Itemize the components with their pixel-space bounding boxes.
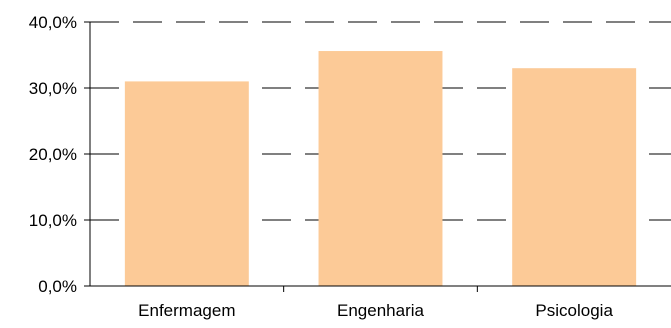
- bar-psicologia: [512, 68, 637, 286]
- y-tick-label: 40,0%: [29, 13, 77, 32]
- axes: [84, 21, 671, 292]
- x-category-label: Engenharia: [337, 301, 425, 320]
- y-tick-label: 10,0%: [29, 211, 77, 230]
- y-tick-label: 0,0%: [38, 277, 77, 296]
- y-tick-label: 30,0%: [29, 79, 77, 98]
- x-category-label: Psicologia: [535, 301, 613, 320]
- y-tick-label: 20,0%: [29, 145, 77, 164]
- x-category-label: Enfermagem: [138, 301, 235, 320]
- bars: [124, 51, 637, 287]
- x-category-labels: Enfermagem Engenharia Psicologia: [138, 301, 613, 320]
- y-tick-labels: 0,0% 10,0% 20,0% 30,0% 40,0%: [29, 13, 77, 296]
- bar-engenharia: [318, 51, 443, 286]
- bar-enfermagem: [124, 81, 249, 287]
